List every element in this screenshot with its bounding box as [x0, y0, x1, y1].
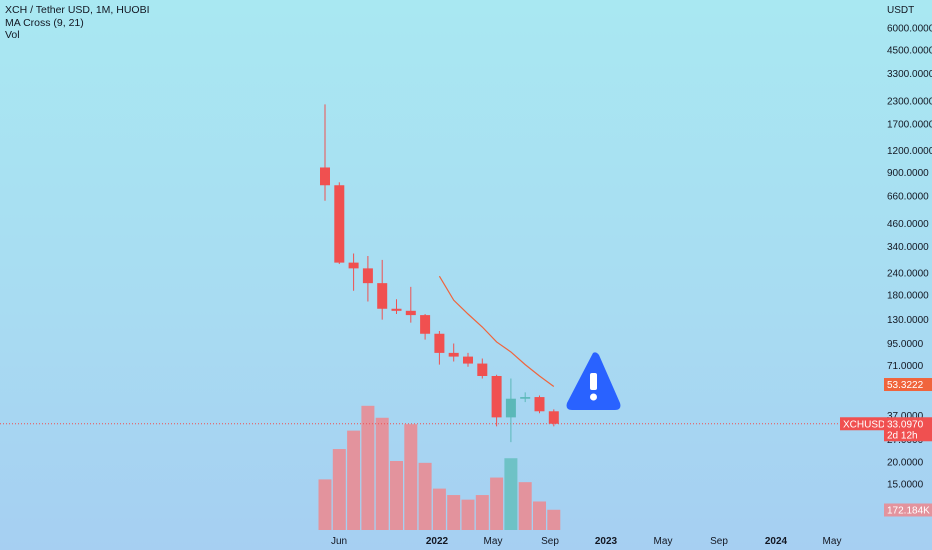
candle-body [405, 310, 416, 316]
volume-bar [375, 417, 389, 530]
volume-bar [418, 462, 432, 530]
price-tick-label: 95.0000 [887, 339, 924, 350]
candle-body [491, 375, 502, 418]
volume-bar [547, 509, 561, 530]
time-tick-label: 2022 [426, 536, 449, 547]
candle-body [463, 356, 473, 364]
volume-indicator-label[interactable]: Vol [5, 29, 20, 41]
candle-body [320, 167, 330, 186]
price-tick-label: 340.0000 [887, 242, 929, 253]
candle-body [477, 363, 488, 376]
countdown-tag: 2d 12h [887, 430, 918, 441]
warning-exclamation-bar [590, 373, 597, 390]
volume-bar [318, 479, 332, 530]
volume-bar [347, 430, 361, 530]
candle-body [448, 352, 459, 357]
volume-bar [475, 495, 489, 530]
price-tick-label: 130.0000 [887, 315, 929, 326]
volume-value-tag: 172.184K [887, 506, 930, 517]
ma-cross-indicator-label[interactable]: MA Cross (9, 21) [5, 16, 84, 29]
candle-body [334, 185, 345, 263]
last-price-tag: 33.0970 [887, 419, 924, 430]
ma-value-tag-bg [884, 378, 932, 392]
currency-label: USDT [887, 5, 914, 16]
price-tick-label: 240.0000 [887, 268, 929, 279]
volume-bar [518, 482, 532, 530]
time-tick-label: 2024 [765, 536, 788, 547]
volume-value-tag-bg [884, 503, 932, 517]
price-tick-label: 4500.0000 [887, 45, 932, 56]
ma-line-layer [438, 275, 555, 387]
volume-bar [504, 458, 518, 530]
candle-body [348, 262, 359, 269]
chart-legend: XCH / Tether USD, 1M, HUOBI MA Cross (9,… [5, 4, 150, 42]
candle-body [534, 397, 545, 412]
time-tick-label: Sep [710, 536, 728, 547]
price-tick-label: 2300.0000 [887, 96, 932, 107]
time-axis[interactable]: Jun 2022 May Sep 2023 May Sep 2024 May [331, 536, 842, 547]
candle-body [377, 283, 388, 309]
time-tick-label: May [654, 536, 673, 547]
volume-bar [461, 499, 475, 530]
time-tick-label: May [484, 536, 503, 547]
price-axis[interactable]: USDT 6000.0000 4500.0000 3300.0000 2300.0000… [887, 5, 932, 491]
candle-body [505, 398, 516, 418]
symbol-tag: XCHUSDT [843, 419, 891, 430]
candle-body [391, 308, 402, 311]
price-tick-label: 20.0000 [887, 458, 924, 469]
price-tick-label: 660.0000 [887, 191, 929, 202]
volume-bar [432, 488, 446, 530]
volume-bar [490, 477, 504, 530]
volume-pane [318, 405, 561, 530]
ma-value-tag: 53.3222 [887, 380, 924, 391]
volume-bar [533, 501, 546, 530]
volume-bar [404, 424, 418, 530]
price-tick-label: 3300.0000 [887, 69, 932, 80]
volume-bar [447, 495, 461, 530]
price-tick-label: 1700.0000 [887, 119, 932, 130]
warning-triangle-icon[interactable] [566, 352, 621, 410]
volume-bar [390, 461, 403, 530]
price-tick-label: 15.0000 [887, 480, 924, 491]
volume-bar [361, 405, 375, 530]
price-tick-label: 180.0000 [887, 290, 929, 301]
last-price-tag-bg [884, 417, 932, 431]
price-tick-label: 37.0000 [887, 411, 924, 422]
time-tick-label: May [823, 536, 842, 547]
time-tick-label: 2023 [595, 536, 618, 547]
ma-line [438, 275, 555, 387]
candle-body [420, 315, 431, 334]
price-tick-label: 900.0000 [887, 168, 929, 179]
candle-body [362, 268, 373, 284]
warning-exclamation-dot [590, 393, 597, 401]
symbol-title[interactable]: XCH / Tether USD, 1M, HUOBI [5, 4, 150, 16]
price-tick-label: 460.0000 [887, 219, 929, 230]
price-tick-label: 6000.0000 [887, 24, 932, 35]
candles-layer [320, 104, 559, 443]
price-tick-label: 1200.0000 [887, 146, 932, 157]
candle-body [434, 333, 445, 353]
time-tick-label: Jun [331, 536, 347, 547]
price-tick-label: 71.0000 [887, 361, 924, 372]
countdown-tag-bg [884, 428, 932, 442]
time-tick-label: Sep [541, 536, 559, 547]
symbol-tag-bg [840, 417, 884, 431]
candle-body [520, 397, 531, 399]
volume-bar [332, 449, 346, 530]
candle-body [548, 411, 559, 424]
